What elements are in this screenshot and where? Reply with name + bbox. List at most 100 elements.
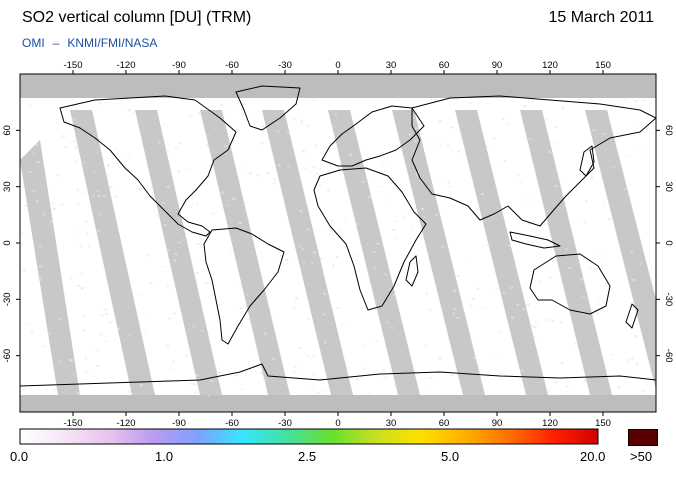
speckle-dot bbox=[76, 188, 80, 191]
speckle-dot bbox=[596, 303, 600, 306]
speckle-dot bbox=[322, 313, 326, 316]
speckle-dot bbox=[286, 132, 290, 135]
speckle-dot bbox=[58, 360, 62, 363]
speckle-dot bbox=[98, 213, 102, 216]
speckle-dot bbox=[361, 344, 365, 347]
colorbar-over-swatch bbox=[628, 429, 658, 446]
speckle-dot bbox=[450, 126, 454, 129]
speckle-dot bbox=[363, 113, 367, 116]
speckle-dot bbox=[52, 202, 56, 205]
speckle-dot bbox=[617, 386, 621, 389]
speckle-dot bbox=[96, 229, 100, 232]
coastline-asia bbox=[411, 95, 656, 227]
speckle-dot bbox=[303, 149, 306, 152]
speckle-dot bbox=[588, 266, 592, 269]
speckle-dot bbox=[247, 317, 251, 320]
speckle-dot bbox=[503, 160, 507, 162]
speckle-dot bbox=[423, 215, 426, 218]
speckle-dot bbox=[38, 265, 42, 268]
orbit-gap-stripe bbox=[135, 110, 222, 395]
speckle-dot bbox=[486, 145, 490, 148]
speckle-dot bbox=[623, 188, 627, 191]
speckle-dot bbox=[554, 184, 558, 187]
speckle-dot bbox=[648, 102, 652, 105]
speckle-dot bbox=[548, 276, 552, 279]
speckle-dot bbox=[58, 318, 62, 321]
speckle-dot bbox=[598, 255, 602, 258]
speckle-dot bbox=[450, 259, 454, 262]
speckle-dot bbox=[377, 185, 381, 188]
speckle-dot bbox=[401, 215, 405, 218]
speckle-dot bbox=[69, 277, 73, 280]
speckle-dot bbox=[336, 306, 340, 309]
speckle-dot bbox=[323, 388, 327, 391]
speckle-dot bbox=[23, 269, 27, 272]
lon-label-top: 150 bbox=[595, 60, 611, 71]
speckle-dot bbox=[551, 319, 555, 322]
speckle-dot bbox=[529, 324, 533, 327]
speckle-dot bbox=[167, 249, 170, 252]
speckle-dot bbox=[80, 192, 84, 195]
speckle-dot bbox=[590, 176, 593, 179]
speckle-dot bbox=[367, 196, 371, 199]
lat-label-left: 0 bbox=[2, 240, 13, 245]
speckle-dot bbox=[554, 125, 558, 128]
lon-label-bottom: -120 bbox=[116, 418, 135, 429]
speckle-dot bbox=[481, 193, 484, 195]
speckle-dot bbox=[561, 106, 565, 109]
lon-label-bottom: -150 bbox=[63, 418, 82, 429]
speckle-dot bbox=[74, 146, 78, 149]
speckle-dot bbox=[638, 122, 642, 125]
speckle-dot bbox=[384, 273, 388, 276]
speckle-dot bbox=[497, 330, 501, 333]
speckle-dot bbox=[310, 357, 314, 360]
coastline-greenland bbox=[235, 85, 301, 131]
lat-label-right: 0 bbox=[663, 240, 674, 245]
speckle-dot bbox=[234, 374, 238, 377]
speckle-dot bbox=[457, 150, 461, 153]
speckle-dot bbox=[128, 390, 132, 393]
speckle-dot bbox=[547, 390, 551, 393]
speckle-dot bbox=[331, 264, 335, 267]
colorbar-label-0: 0.0 bbox=[10, 449, 29, 464]
speckle-dot bbox=[394, 384, 398, 387]
lon-label-top: 120 bbox=[542, 60, 558, 71]
speckle-dot bbox=[105, 340, 108, 343]
speckle-dot bbox=[94, 151, 98, 154]
speckle-dot bbox=[239, 307, 243, 309]
orbit-gap-stripe bbox=[262, 110, 353, 395]
speckle-dot bbox=[422, 141, 426, 144]
top-lon-labels: -150 -120 -90 -60 -30 0 30 60 90 120 150 bbox=[63, 60, 610, 71]
speckle-dot bbox=[60, 203, 64, 206]
lon-label-top: -150 bbox=[63, 60, 82, 71]
axis-ticks bbox=[16, 70, 660, 416]
speckle-dot bbox=[286, 261, 290, 264]
speckle-dot bbox=[85, 371, 89, 374]
colorbar-over-label: >50 bbox=[630, 449, 653, 464]
speckle-dot bbox=[596, 312, 600, 315]
speckle-dot bbox=[192, 383, 196, 386]
speckle-dot bbox=[314, 144, 318, 147]
speckle-dot bbox=[218, 340, 222, 343]
lon-label-bottom: 60 bbox=[439, 418, 450, 429]
speckle-dot bbox=[177, 241, 181, 244]
speckle-dot bbox=[76, 202, 80, 205]
coastline-north-america bbox=[59, 95, 237, 237]
speckle-dot bbox=[275, 249, 279, 252]
speckle-dot bbox=[126, 98, 130, 101]
speckle-dot bbox=[394, 220, 398, 222]
speckle-dot bbox=[447, 144, 451, 147]
speckle-dot bbox=[81, 161, 85, 164]
lon-label-top: -30 bbox=[278, 60, 292, 71]
speckle-dot bbox=[585, 200, 588, 203]
speckle-dot bbox=[204, 282, 208, 284]
speckle-dot bbox=[124, 98, 128, 101]
speckle-dot bbox=[355, 254, 359, 257]
speckle-dot bbox=[273, 178, 277, 181]
speckle-dot bbox=[634, 100, 638, 103]
speckle-dot bbox=[306, 354, 310, 357]
speckle-dot bbox=[626, 359, 630, 361]
speckle-dot bbox=[195, 374, 199, 377]
speckle-dot bbox=[195, 202, 199, 205]
speckle-dot bbox=[137, 322, 141, 325]
